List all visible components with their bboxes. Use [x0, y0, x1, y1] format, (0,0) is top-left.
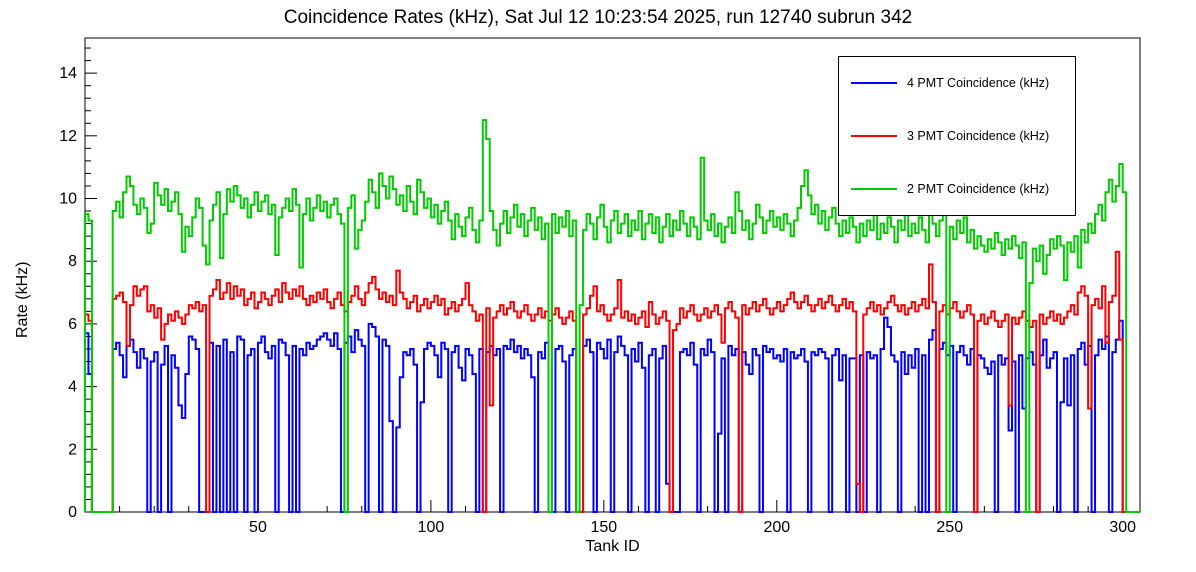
- x-tick-label: 300: [1109, 519, 1136, 536]
- series-line-0: [84, 316, 1140, 513]
- y-tick-label: 14: [59, 65, 77, 82]
- y-tick-label: 2: [68, 441, 77, 458]
- y-tick-label: 10: [59, 191, 77, 208]
- series-line-1: [84, 250, 1140, 513]
- x-tick-label: 100: [418, 519, 445, 536]
- legend-line-sample-3pmt: [851, 134, 897, 137]
- y-tick-label: 6: [68, 316, 77, 333]
- y-tick-label: 8: [68, 253, 77, 270]
- y-tick-label: 0: [68, 504, 77, 521]
- x-tick-label: 150: [591, 519, 618, 536]
- legend-entry-2pmt: 2 PMT Coincidence (kHz): [839, 182, 1075, 196]
- chart-title: Coincidence Rates (kHz), Sat Jul 12 10:2…: [283, 7, 913, 28]
- legend-label-3pmt: 3 PMT Coincidence (kHz): [907, 128, 1050, 143]
- legend-entry-3pmt: 3 PMT Coincidence (kHz): [839, 129, 1075, 143]
- y-axis-title: Rate (kHz): [14, 261, 31, 338]
- y-tick-label: 12: [59, 128, 77, 145]
- legend-entry-4pmt: 4 PMT Coincidence (kHz): [839, 76, 1075, 90]
- legend-line-sample-2pmt: [851, 187, 897, 190]
- legend: 4 PMT Coincidence (kHz) 3 PMT Coincidenc…: [838, 56, 1076, 216]
- x-tick-label: 200: [763, 519, 790, 536]
- legend-label-2pmt: 2 PMT Coincidence (kHz): [907, 181, 1050, 196]
- legend-label-4pmt: 4 PMT Coincidence (kHz): [907, 76, 1050, 91]
- y-tick-label: 4: [68, 379, 77, 396]
- x-tick-label: 250: [936, 519, 963, 536]
- x-axis-title: Tank ID: [585, 538, 640, 555]
- x-tick-label: 50: [249, 519, 267, 536]
- legend-line-sample-4pmt: [851, 82, 897, 85]
- series-line-2: [84, 119, 1140, 513]
